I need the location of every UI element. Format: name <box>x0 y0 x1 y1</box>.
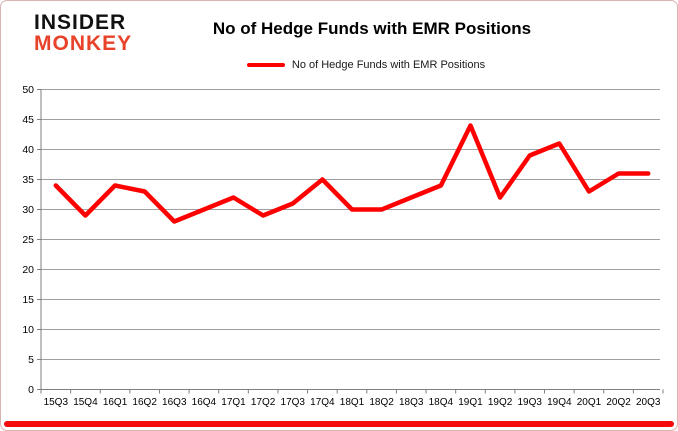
y-axis-label: 45 <box>22 114 34 126</box>
x-axis-label: 20Q1 <box>577 397 602 408</box>
y-axis-label: 35 <box>22 174 34 186</box>
bottom-accent-bar <box>4 421 674 427</box>
x-axis-label: 18Q2 <box>369 397 394 408</box>
y-axis-label: 20 <box>22 264 34 276</box>
y-axis-label: 10 <box>22 324 34 336</box>
x-axis-label: 19Q2 <box>488 397 513 408</box>
x-axis-label: 19Q1 <box>458 397 483 408</box>
y-axis-label: 5 <box>28 354 34 366</box>
x-axis-label: 18Q3 <box>399 397 424 408</box>
x-axis-label: 19Q3 <box>517 397 542 408</box>
chart-title: No of Hedge Funds with EMR Positions <box>212 19 532 38</box>
x-axis-label: 15Q4 <box>73 397 98 408</box>
x-axis-label: 17Q4 <box>310 397 335 408</box>
x-axis-label: 15Q3 <box>44 397 69 408</box>
legend-line-swatch <box>246 63 285 67</box>
x-axis-label: 20Q2 <box>606 397 631 408</box>
y-axis-label: 30 <box>22 204 34 216</box>
y-axis-label: 40 <box>22 144 34 156</box>
y-axis-label: 0 <box>28 384 34 396</box>
emr-series-line <box>53 123 651 224</box>
x-axis-label: 17Q2 <box>251 397 276 408</box>
y-axis-label: 50 <box>22 84 34 96</box>
x-axis-label: 16Q2 <box>132 397 157 408</box>
chart-legend: No of Hedge Funds with EMR Positions <box>55 59 677 71</box>
x-axis-label: 19Q4 <box>547 397 572 408</box>
logo-word-insider: INSIDER <box>34 11 127 34</box>
logo-word-monkey: MONKEY <box>34 32 133 55</box>
x-axis-label: 17Q3 <box>281 397 306 408</box>
insider-monkey-logo: INSIDER MONKEY <box>34 12 144 54</box>
y-axis-label: 25 <box>22 234 34 246</box>
x-axis-label: 20Q3 <box>636 397 661 408</box>
x-axis-label: 17Q1 <box>221 397 246 408</box>
x-axis-label: 18Q4 <box>429 397 454 408</box>
x-axis-label: 16Q1 <box>103 397 128 408</box>
x-axis-label: 16Q4 <box>192 397 217 408</box>
legend-label: No of Hedge Funds with EMR Positions <box>291 59 486 71</box>
y-axis-label: 15 <box>22 294 34 306</box>
x-axis-label: 16Q3 <box>162 397 187 408</box>
x-axis-label: 18Q1 <box>340 397 365 408</box>
